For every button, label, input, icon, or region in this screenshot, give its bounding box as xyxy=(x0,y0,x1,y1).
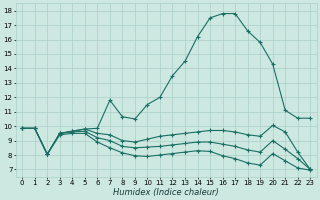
X-axis label: Humidex (Indice chaleur): Humidex (Indice chaleur) xyxy=(113,188,219,197)
